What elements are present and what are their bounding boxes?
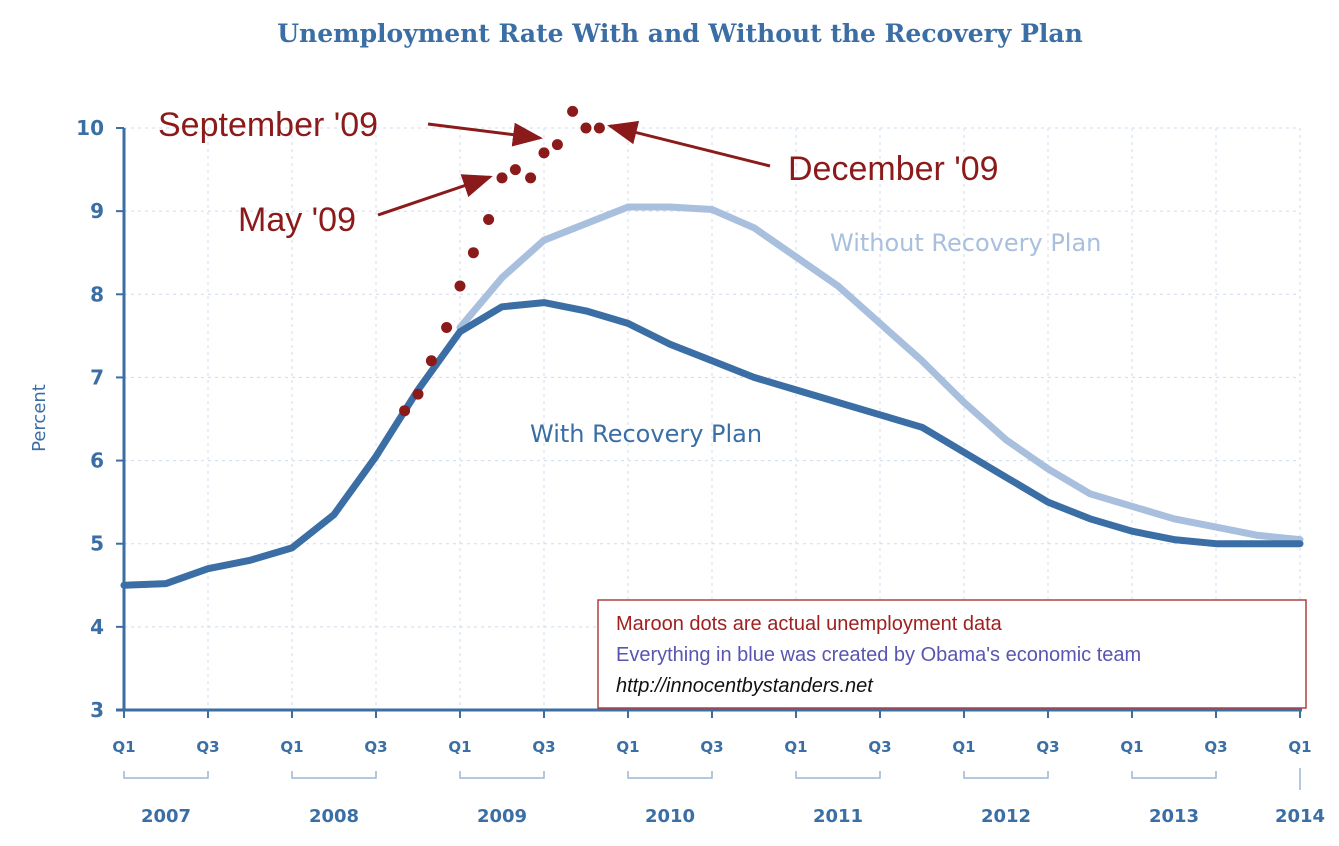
year-bracket	[123, 771, 209, 779]
annotation-may: May '09	[238, 201, 356, 239]
actual-data-point	[467, 247, 479, 259]
with-recovery-plan-line	[120, 299, 1304, 589]
year-bracket	[291, 771, 377, 779]
actual-data-point	[483, 214, 495, 225]
year-bracket	[1131, 771, 1217, 779]
actual-data-point	[496, 172, 508, 184]
year-tick-label: 2014	[1275, 806, 1325, 827]
chart-title: Unemployment Rate With and Without the R…	[277, 19, 1083, 48]
series-lines	[120, 203, 1304, 589]
actual-data-point	[593, 122, 605, 134]
year-bracket	[459, 771, 545, 779]
actual-data-point	[441, 322, 453, 333]
quarter-tick-label: Q1	[616, 738, 639, 756]
y-tick-labels: 3 4 5 6 7 8 9 10	[76, 116, 104, 722]
y-tick-label: 10	[76, 116, 104, 140]
y-tick-label: 5	[90, 532, 104, 556]
year-tick-label: 2007	[141, 806, 191, 827]
actual-data-point	[567, 105, 579, 117]
without-recovery-plan-line	[456, 203, 1304, 544]
arrow-december	[607, 120, 771, 168]
quarter-tick-label: Q3	[1036, 738, 1059, 756]
quarter-tick-label: Q3	[700, 738, 723, 756]
y-tick-label: 6	[90, 449, 104, 473]
actual-data-point	[525, 172, 537, 184]
year-tick-label: 2013	[1149, 806, 1199, 827]
axes	[116, 127, 1302, 718]
arrow-september	[427, 122, 543, 147]
quarter-tick-label: Q1	[280, 738, 303, 756]
quarter-tick-label: Q3	[196, 738, 219, 756]
quarter-tick-label: Q1	[448, 738, 471, 756]
source-note-box: Maroon dots are actual unemployment data…	[597, 599, 1307, 709]
y-axis-label: Percent	[29, 384, 50, 452]
series-label-without: Without Recovery Plan	[830, 229, 1101, 257]
actual-data-dots	[399, 105, 605, 417]
note-border	[597, 599, 1307, 709]
note-line-3: http://innocentbystanders.net	[616, 675, 874, 697]
y-tick-label: 8	[90, 282, 104, 306]
y-tick-label: 4	[90, 615, 104, 639]
actual-data-point	[538, 147, 550, 159]
actual-data-point	[454, 280, 466, 292]
actual-data-point	[425, 355, 437, 367]
year-tick-label: 2010	[645, 806, 695, 827]
note-line-2: Everything in blue was created by Obama'…	[616, 644, 1141, 666]
annotation-september: September '09	[158, 106, 378, 144]
year-tick-label: 2012	[981, 806, 1031, 827]
year-bracket	[963, 771, 1049, 779]
year-tick-label: 2011	[813, 806, 863, 827]
actual-data-point	[509, 164, 521, 176]
quarter-tick-label: Q1	[952, 738, 975, 756]
quarter-tick-label: Q3	[1204, 738, 1227, 756]
actual-data-point	[399, 405, 411, 417]
year-bracket	[795, 771, 881, 779]
quarter-tick-label: Q1	[112, 738, 135, 756]
quarter-tick-label: Q3	[364, 738, 387, 756]
actual-data-point	[412, 388, 424, 400]
year-bracket	[627, 771, 713, 779]
year-tick-label: 2008	[309, 806, 359, 827]
actual-data-point	[580, 122, 592, 134]
series-label-with: With Recovery Plan	[530, 420, 762, 448]
quarter-tick-label: Q1	[1120, 738, 1143, 756]
year-tick-label: 2009	[477, 806, 527, 827]
quarter-tick-label: Q3	[868, 738, 891, 756]
x-tick-labels: Q1 Q3 Q1 Q3 Q1 Q3 Q1 Q3 Q1 Q3 Q1 Q3 Q1 Q3 Q1 2007 2008 20…	[112, 738, 1325, 827]
annotation-december: December '09	[788, 150, 999, 188]
quarter-tick-label: Q1	[1288, 738, 1311, 756]
quarter-tick-label: Q1	[784, 738, 807, 756]
arrow-may	[377, 174, 493, 217]
y-tick-label: 9	[90, 199, 104, 223]
y-tick-label: 3	[90, 698, 104, 722]
y-tick-label: 7	[90, 365, 104, 389]
quarter-tick-label: Q3	[532, 738, 555, 756]
note-line-1: Maroon dots are actual unemployment data	[616, 613, 1003, 635]
actual-data-point	[551, 139, 563, 151]
